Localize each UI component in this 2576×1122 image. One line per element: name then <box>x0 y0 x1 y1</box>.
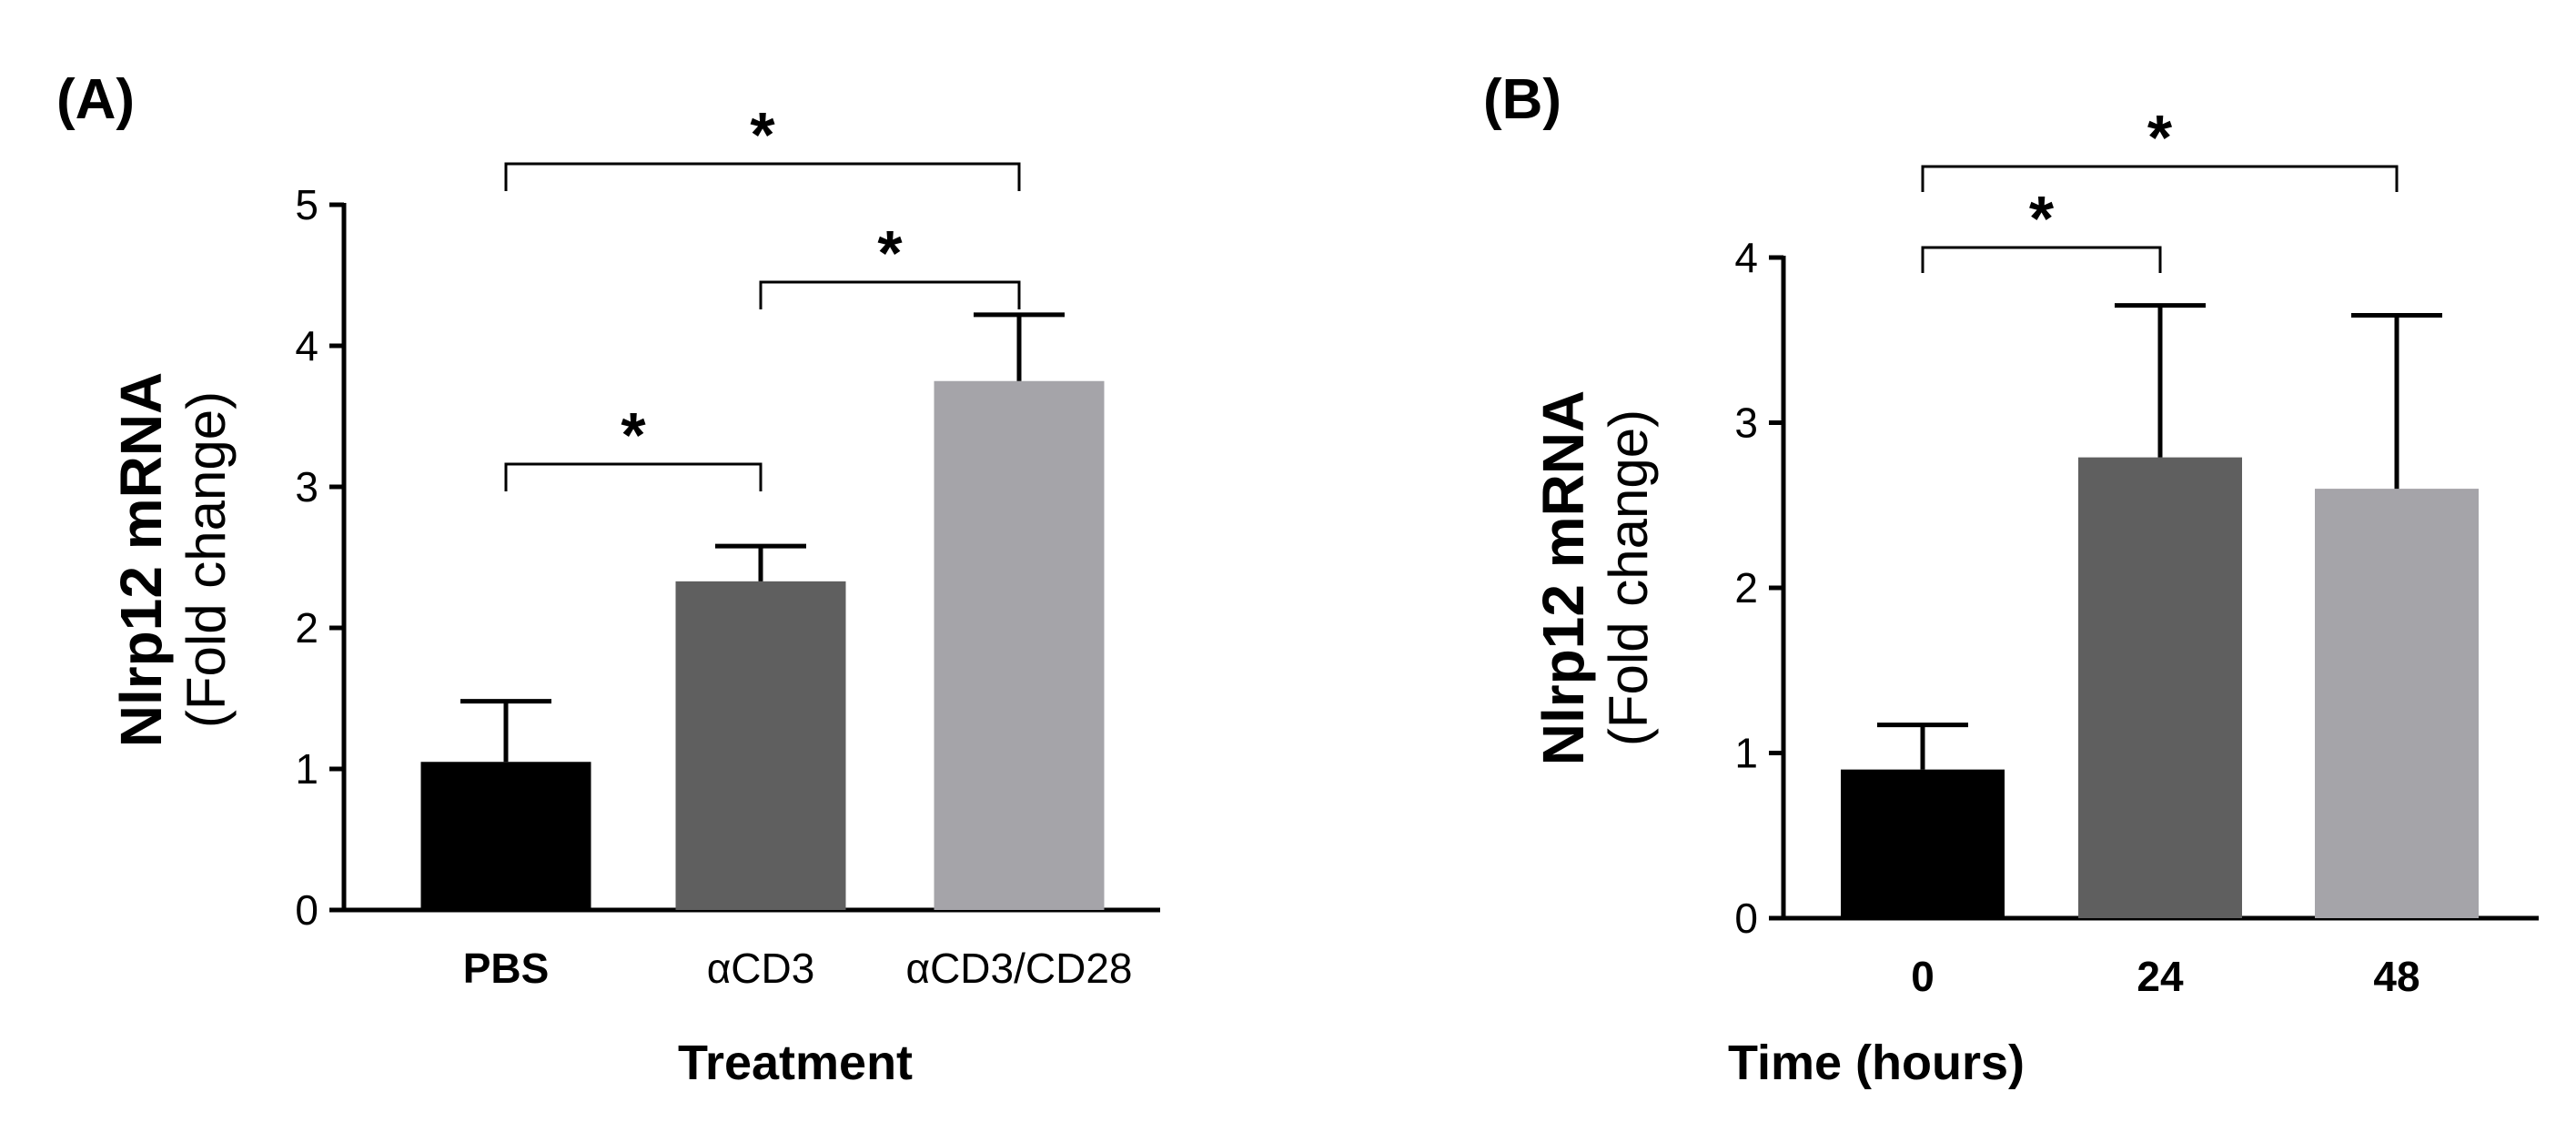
significance-star: * <box>750 99 775 170</box>
bar-2 <box>2315 489 2479 918</box>
panel-a-category-labels: PBS αCD3 αCD3/CD28 <box>463 945 1133 992</box>
y-axis-titles: Nlrp12 mRNA (Fold change) Nlrp12 mRNA (Fold… <box>108 372 1659 766</box>
significance-star: * <box>2029 183 2055 254</box>
panel-b-label: (B) <box>1483 68 1561 131</box>
y-tick-label: 4 <box>1734 234 1758 281</box>
panel-a-label: (A) <box>56 68 135 131</box>
panel-a-x-axis-title: Treatment <box>678 1036 913 1090</box>
panel-b-significance: ** <box>1921 102 2399 273</box>
panel-b-x-axis-title: Time (hours) <box>1728 1036 2025 1090</box>
panel-a-significance: * * * <box>504 99 1021 491</box>
panel-b-bars <box>1841 457 2479 918</box>
y-tick-label: 4 <box>295 322 318 369</box>
panel-b-category-labels: 0 24 48 <box>1911 953 2419 1000</box>
panel-a-error-bars <box>460 312 1065 763</box>
y-tick-label: 1 <box>1734 730 1758 777</box>
bar-0 <box>1841 769 2005 918</box>
significance-bracket <box>1921 246 2162 273</box>
significance-bracket <box>1921 165 2399 192</box>
panel-b-error-bars <box>1877 303 2442 770</box>
x-category-label: 0 <box>1911 953 1935 1000</box>
y-tick-label: 2 <box>295 604 318 652</box>
x-category-label: αCD3 <box>707 945 815 992</box>
bar-2 <box>934 380 1105 910</box>
x-category-label: αCD3/CD28 <box>905 945 1132 992</box>
y-tick-label: 1 <box>295 745 318 793</box>
y-tick-label: 3 <box>1734 399 1758 447</box>
y-tick-label: 5 <box>295 181 318 228</box>
bar-1 <box>2078 457 2242 918</box>
x-category-label: PBS <box>463 945 550 992</box>
y-tick-label: 3 <box>295 463 318 510</box>
y-tick-label: 2 <box>1734 564 1758 612</box>
bar-0 <box>420 762 591 910</box>
significance-bracket <box>759 280 1021 309</box>
significance-star: * <box>877 217 903 288</box>
panel-a-y-ticks: 0 1 2 3 4 5 <box>295 181 344 934</box>
panel-a-bars <box>420 380 1105 910</box>
panel-b-y-ticks: 0 1 2 3 4 <box>1734 234 1783 942</box>
y-tick-label: 0 <box>1734 895 1758 942</box>
y-axis-subtitle: (Fold change) <box>1598 409 1659 746</box>
significance-bracket <box>504 462 763 491</box>
significance-bracket <box>504 162 1021 191</box>
y-axis-title: Nlrp12 mRNA <box>1530 390 1596 766</box>
x-category-label: 24 <box>2137 953 2184 1000</box>
y-axis-subtitle: (Fold change) <box>176 391 237 728</box>
bar-1 <box>675 581 846 910</box>
y-axis-title: Nlrp12 mRNA <box>108 372 174 748</box>
significance-star: * <box>621 399 646 470</box>
y-tick-label: 0 <box>295 886 318 934</box>
x-category-label: 48 <box>2373 953 2419 1000</box>
significance-star: * <box>2147 102 2173 173</box>
